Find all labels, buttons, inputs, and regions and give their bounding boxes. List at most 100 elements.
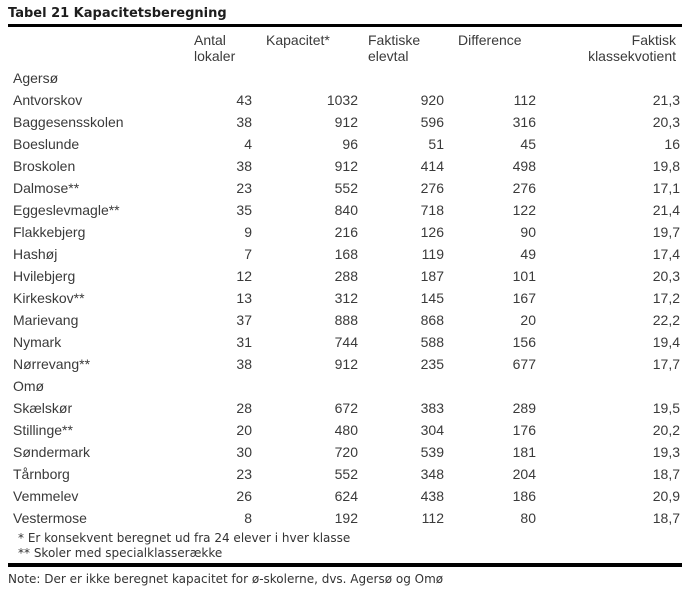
- value-cell: 19,3: [652, 444, 680, 460]
- table-row: Nymark 31 744 588 156 19,4: [8, 331, 682, 353]
- school-name: Nymark: [13, 334, 62, 350]
- value-cell: 38: [236, 356, 252, 372]
- value-cell: 596: [420, 114, 444, 130]
- school-name: Stillinge**: [13, 422, 73, 438]
- value-cell: 80: [520, 510, 536, 526]
- footnote-single-asterisk: * Er konsekvent beregnet ud fra 24 eleve…: [18, 531, 351, 545]
- school-name: Eggeslevmagle**: [13, 202, 120, 218]
- value-cell: 16: [664, 136, 680, 152]
- value-cell: 38: [236, 114, 252, 130]
- value-cell: 552: [334, 466, 358, 482]
- value-cell: 4: [244, 136, 252, 152]
- value-cell: 20: [520, 312, 536, 328]
- value-cell: 588: [420, 334, 444, 350]
- footnote-double-asterisk: ** Skoler med specialklasserække: [18, 546, 223, 560]
- value-cell: 552: [334, 180, 358, 196]
- value-cell: 539: [420, 444, 444, 460]
- group-row: Agersø: [8, 67, 682, 89]
- value-cell: 7: [244, 246, 252, 262]
- value-cell: 8: [244, 510, 252, 526]
- value-cell: 276: [420, 180, 444, 196]
- school-name: Baggesensskolen: [13, 114, 124, 130]
- value-cell: 624: [334, 488, 358, 504]
- value-cell: 19,8: [652, 158, 680, 174]
- value-cell: 288: [334, 268, 358, 284]
- value-cell: 912: [334, 356, 358, 372]
- table-row: Broskolen 38 912 414 498 19,8: [8, 155, 682, 177]
- value-cell: 438: [420, 488, 444, 504]
- value-cell: 20: [236, 422, 252, 438]
- column-header-difference: Difference: [458, 32, 522, 48]
- value-cell: 38: [236, 158, 252, 174]
- value-cell: 20,2: [652, 422, 680, 438]
- value-cell: 235: [420, 356, 444, 372]
- value-cell: 17,1: [652, 180, 680, 196]
- school-name: Vestermose: [13, 510, 87, 526]
- table-row: Boeslunde 4 96 51 45 16: [8, 133, 682, 155]
- school-name: Flakkebjerg: [13, 224, 86, 240]
- value-cell: 145: [420, 290, 444, 306]
- table-row: Hashøj 7 168 119 49 17,4: [8, 243, 682, 265]
- value-cell: 920: [420, 92, 444, 108]
- header-row: Antal lokaler Kapacitet* Faktiske elevta…: [8, 27, 682, 67]
- value-cell: 112: [421, 510, 444, 526]
- value-cell: 101: [512, 268, 536, 284]
- school-name: Boeslunde: [13, 136, 80, 152]
- value-cell: 122: [512, 202, 536, 218]
- table-title: Tabel 21 Kapacitetsberegning: [8, 6, 227, 21]
- value-cell: [446, 67, 538, 89]
- title-rule-divider: [8, 24, 682, 27]
- table-row: Søndermark 30 720 539 181 19,3: [8, 441, 682, 463]
- value-cell: 21,3: [652, 92, 680, 108]
- value-cell: 348: [420, 466, 444, 482]
- school-name: Hvilebjerg: [13, 268, 76, 284]
- value-cell: 17,2: [652, 290, 680, 306]
- value-cell: [538, 375, 682, 397]
- value-cell: [188, 67, 256, 89]
- value-cell: 23: [236, 466, 252, 482]
- value-cell: 677: [512, 356, 536, 372]
- value-cell: 304: [420, 422, 444, 438]
- value-cell: 17,7: [652, 356, 680, 372]
- value-cell: 20,3: [652, 114, 680, 130]
- value-cell: 18,7: [652, 466, 680, 482]
- school-name: Nørrevang**: [13, 356, 91, 372]
- value-cell: 119: [421, 246, 444, 262]
- value-cell: 168: [334, 246, 358, 262]
- value-cell: 480: [334, 422, 358, 438]
- table-row: Nørrevang** 38 912 235 677 17,7: [8, 353, 682, 375]
- value-cell: 868: [420, 312, 444, 328]
- value-cell: 167: [512, 290, 536, 306]
- value-cell: 51: [428, 136, 444, 152]
- value-cell: [538, 67, 682, 89]
- table-row: Flakkebjerg 9 216 126 90 19,7: [8, 221, 682, 243]
- table-body: Agersø Antvorskov 43 1032 920 112 21,3 Baggesen…: [8, 67, 682, 529]
- value-cell: 21,4: [652, 202, 680, 218]
- column-header-antal-lokaler: Antal lokaler: [194, 32, 236, 64]
- value-cell: 12: [236, 268, 252, 284]
- value-cell: [360, 67, 446, 89]
- value-cell: 20,3: [652, 268, 680, 284]
- value-cell: 49: [520, 246, 536, 262]
- school-name: Dalmose**: [13, 180, 80, 196]
- value-cell: [256, 67, 360, 89]
- value-cell: 888: [334, 312, 358, 328]
- value-cell: 176: [512, 422, 536, 438]
- value-cell: 28: [236, 400, 252, 416]
- table-row: Eggeslevmagle** 35 840 718 122 21,4: [8, 199, 682, 221]
- value-cell: 17,4: [652, 246, 680, 262]
- school-name: Skælskør: [13, 400, 73, 416]
- school-name: Antvorskov: [13, 92, 83, 108]
- value-cell: 26: [236, 488, 252, 504]
- table-row: Marievang 37 888 868 20 22,2: [8, 309, 682, 331]
- school-name: Kirkeskov**: [13, 290, 85, 306]
- value-cell: 23: [236, 180, 252, 196]
- table-row: Stillinge** 20 480 304 176 20,2: [8, 419, 682, 441]
- value-cell: 37: [236, 312, 252, 328]
- table-row: Dalmose** 23 552 276 276 17,1: [8, 177, 682, 199]
- value-cell: 90: [520, 224, 536, 240]
- value-cell: 19,4: [652, 334, 680, 350]
- value-cell: 96: [342, 136, 358, 152]
- value-cell: 912: [334, 114, 358, 130]
